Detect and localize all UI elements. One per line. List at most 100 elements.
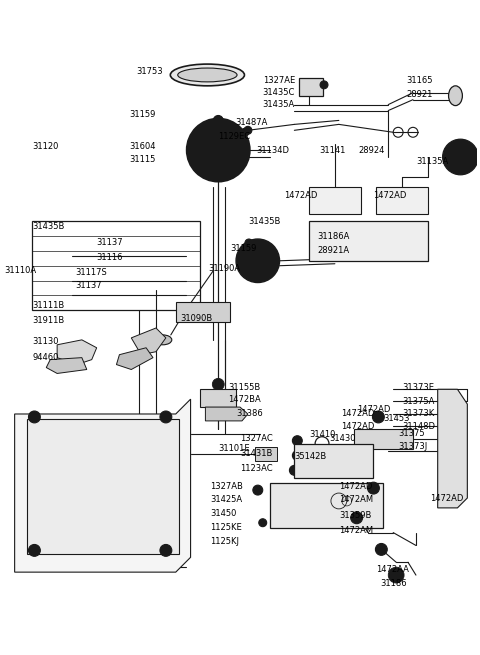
Circle shape xyxy=(212,379,224,390)
Text: 31410: 31410 xyxy=(309,430,336,440)
Text: 31753: 31753 xyxy=(136,67,163,75)
Text: 31373J: 31373J xyxy=(398,442,427,451)
Text: 1123AC: 1123AC xyxy=(240,464,273,473)
Text: 1472AD: 1472AD xyxy=(285,191,318,200)
Text: 31186A: 31186A xyxy=(317,232,349,240)
Text: 31165: 31165 xyxy=(406,77,432,85)
Text: 31450: 31450 xyxy=(210,510,237,518)
Text: 31090B: 31090B xyxy=(180,314,213,323)
Text: 31186: 31186 xyxy=(380,580,407,588)
Text: 31430: 31430 xyxy=(329,434,356,443)
Circle shape xyxy=(214,117,222,124)
Text: 31141: 31141 xyxy=(319,145,346,155)
Text: 31453: 31453 xyxy=(384,415,410,423)
Circle shape xyxy=(28,544,40,556)
Bar xyxy=(255,447,276,461)
Bar xyxy=(201,389,236,407)
Text: 31359B: 31359B xyxy=(339,512,371,520)
Bar xyxy=(354,429,413,449)
Text: 31373E: 31373E xyxy=(402,383,434,392)
Text: 31111B: 31111B xyxy=(33,301,65,310)
Text: 28921: 28921 xyxy=(406,90,432,99)
Circle shape xyxy=(244,126,252,134)
Text: 31117S: 31117S xyxy=(75,268,107,277)
Circle shape xyxy=(443,491,456,505)
Circle shape xyxy=(187,119,250,181)
Text: 28921A: 28921A xyxy=(317,246,349,255)
Circle shape xyxy=(289,466,300,476)
Ellipse shape xyxy=(170,64,244,86)
Text: 31435C: 31435C xyxy=(263,88,295,97)
Polygon shape xyxy=(117,348,153,369)
Circle shape xyxy=(32,548,37,553)
Circle shape xyxy=(236,239,279,282)
Text: 31120: 31120 xyxy=(33,141,59,151)
Text: 1125KJ: 1125KJ xyxy=(210,537,240,546)
Circle shape xyxy=(245,239,253,247)
Text: 31148D: 31148D xyxy=(402,422,435,432)
Text: 31137: 31137 xyxy=(96,238,123,248)
Bar xyxy=(309,221,428,261)
Text: 1472AD: 1472AD xyxy=(339,481,372,491)
Ellipse shape xyxy=(154,335,172,345)
Circle shape xyxy=(372,411,384,423)
Text: 31373K: 31373K xyxy=(402,409,434,419)
Circle shape xyxy=(333,453,345,464)
Text: 28924: 28924 xyxy=(359,145,385,155)
Circle shape xyxy=(375,544,387,555)
Text: 1327AC: 1327AC xyxy=(240,434,273,443)
Polygon shape xyxy=(46,358,87,373)
Text: 1472AD: 1472AD xyxy=(341,422,374,432)
Polygon shape xyxy=(57,340,96,365)
Text: 31155B: 31155B xyxy=(228,383,260,392)
Circle shape xyxy=(244,247,272,274)
Bar xyxy=(176,303,230,322)
Text: 31130: 31130 xyxy=(33,337,59,346)
Text: 31487A: 31487A xyxy=(235,118,267,127)
Text: 94460: 94460 xyxy=(33,353,59,362)
Circle shape xyxy=(443,140,478,175)
Circle shape xyxy=(388,567,404,583)
Circle shape xyxy=(160,411,172,423)
Text: 31431B: 31431B xyxy=(240,449,272,458)
Bar xyxy=(270,483,384,528)
Text: 31110A: 31110A xyxy=(5,266,37,275)
Circle shape xyxy=(253,485,263,495)
Circle shape xyxy=(208,140,228,160)
Text: 31159: 31159 xyxy=(230,244,256,253)
Text: 31604: 31604 xyxy=(130,141,156,151)
Text: 31435B: 31435B xyxy=(248,217,280,226)
Polygon shape xyxy=(438,389,468,508)
Circle shape xyxy=(252,255,264,267)
Circle shape xyxy=(451,147,470,167)
Text: 31435A: 31435A xyxy=(263,100,295,109)
Bar xyxy=(33,221,201,310)
Text: 1327AB: 1327AB xyxy=(210,481,243,491)
Text: 31375: 31375 xyxy=(398,429,425,438)
Circle shape xyxy=(213,115,223,125)
Circle shape xyxy=(320,81,328,89)
Bar xyxy=(26,419,179,554)
Circle shape xyxy=(368,482,379,494)
Text: 31116: 31116 xyxy=(96,253,123,262)
Circle shape xyxy=(259,519,267,527)
Ellipse shape xyxy=(448,86,462,105)
Circle shape xyxy=(163,414,169,420)
Text: 31134D: 31134D xyxy=(256,145,289,155)
Text: 1327AE: 1327AE xyxy=(263,77,295,85)
Text: 31425A: 31425A xyxy=(210,495,242,504)
Text: 1472AD: 1472AD xyxy=(341,409,374,419)
Text: 31115: 31115 xyxy=(130,155,156,164)
Text: 31137: 31137 xyxy=(75,281,102,290)
Circle shape xyxy=(160,544,172,556)
Polygon shape xyxy=(205,407,248,421)
Polygon shape xyxy=(131,328,166,354)
Bar xyxy=(309,187,360,214)
Circle shape xyxy=(163,548,169,553)
Circle shape xyxy=(303,453,315,464)
Text: 1472AM: 1472AM xyxy=(339,495,373,504)
Text: 1472BA: 1472BA xyxy=(228,395,261,403)
Polygon shape xyxy=(14,399,191,572)
Text: 31435B: 31435B xyxy=(33,221,65,231)
Text: 1125KE: 1125KE xyxy=(210,523,242,532)
